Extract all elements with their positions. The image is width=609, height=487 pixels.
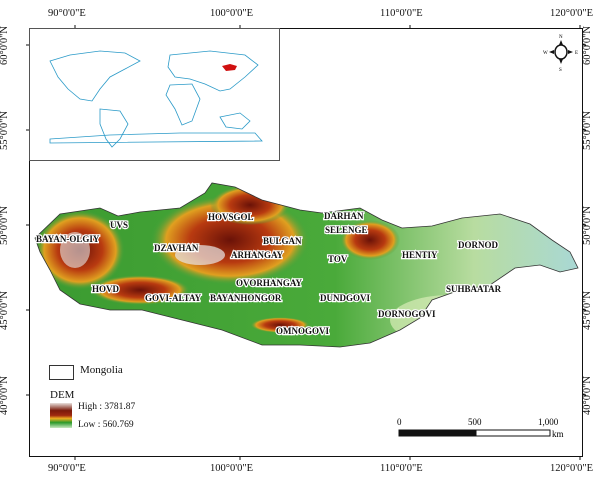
lon-label-bottom: 100°0'0"E bbox=[210, 463, 254, 474]
province-label: SELENGE bbox=[325, 225, 368, 235]
lon-label-bottom: 110°0'0"E bbox=[380, 463, 423, 474]
province-label: SUHBAATAR bbox=[446, 284, 502, 294]
world-inset-map bbox=[29, 28, 280, 161]
province-label: TOV bbox=[328, 254, 348, 264]
legend-boundary-label: Mongolia bbox=[80, 364, 123, 376]
svg-text:km: km bbox=[552, 429, 564, 439]
province-label: DZAVHAN bbox=[154, 243, 199, 253]
lon-label-bottom: 90°0'0"E bbox=[48, 463, 86, 474]
province-label: DARHAN bbox=[324, 211, 364, 221]
province-label: OMNOGOVI bbox=[276, 326, 329, 336]
legend-low: Low : 560.769 bbox=[78, 420, 134, 430]
province-label: DORNOD bbox=[458, 240, 498, 250]
province-label: DORNOGOVI bbox=[378, 309, 436, 319]
svg-text:S: S bbox=[559, 68, 562, 73]
lon-label-top: 110°0'0"E bbox=[380, 8, 423, 19]
world-map bbox=[49, 50, 263, 148]
legend-boundary-swatch bbox=[49, 365, 74, 380]
legend-high: High : 3781.87 bbox=[78, 402, 136, 412]
province-label: HOVD bbox=[92, 284, 120, 294]
province-label: HOVSGOL bbox=[208, 212, 254, 222]
province-label: OVORHANGAY bbox=[236, 278, 302, 288]
north-arrow-icon: N S W E bbox=[543, 35, 578, 73]
svg-text:W: W bbox=[543, 51, 548, 56]
province-label: GOVI-ALTAY bbox=[145, 293, 202, 303]
svg-text:500: 500 bbox=[468, 417, 482, 427]
mongolia-highlight bbox=[222, 64, 237, 71]
province-label: BAYAN-OLGIY bbox=[36, 234, 100, 244]
legend-dem-title: DEM bbox=[50, 389, 75, 401]
province-label: DUNDGOVI bbox=[320, 293, 370, 303]
lon-label-top: 120°0'0"E bbox=[550, 8, 594, 19]
province-label: BULGAN bbox=[263, 236, 302, 246]
province-label: UVS bbox=[110, 220, 128, 230]
lon-label-top: 90°0'0"E bbox=[48, 8, 86, 19]
province-labels: UVS BAYAN-OLGIY HOVSGOL DARHAN SELENGE B… bbox=[35, 210, 503, 337]
province-label: ARHANGAY bbox=[231, 250, 284, 260]
lon-label-bottom: 120°0'0"E bbox=[550, 463, 594, 474]
svg-text:0: 0 bbox=[397, 417, 402, 427]
svg-text:N: N bbox=[559, 35, 563, 40]
map-frame bbox=[29, 28, 583, 457]
province-label: HENTIY bbox=[402, 250, 438, 260]
svg-text:1,000: 1,000 bbox=[538, 417, 559, 427]
svg-text:E: E bbox=[575, 51, 578, 56]
scale-bar: 0 500 1,000 km bbox=[397, 417, 564, 439]
legend-dem-ramp bbox=[50, 403, 72, 428]
lon-label-top: 100°0'0"E bbox=[210, 8, 254, 19]
province-label: BAYANHONGOR bbox=[210, 293, 282, 303]
